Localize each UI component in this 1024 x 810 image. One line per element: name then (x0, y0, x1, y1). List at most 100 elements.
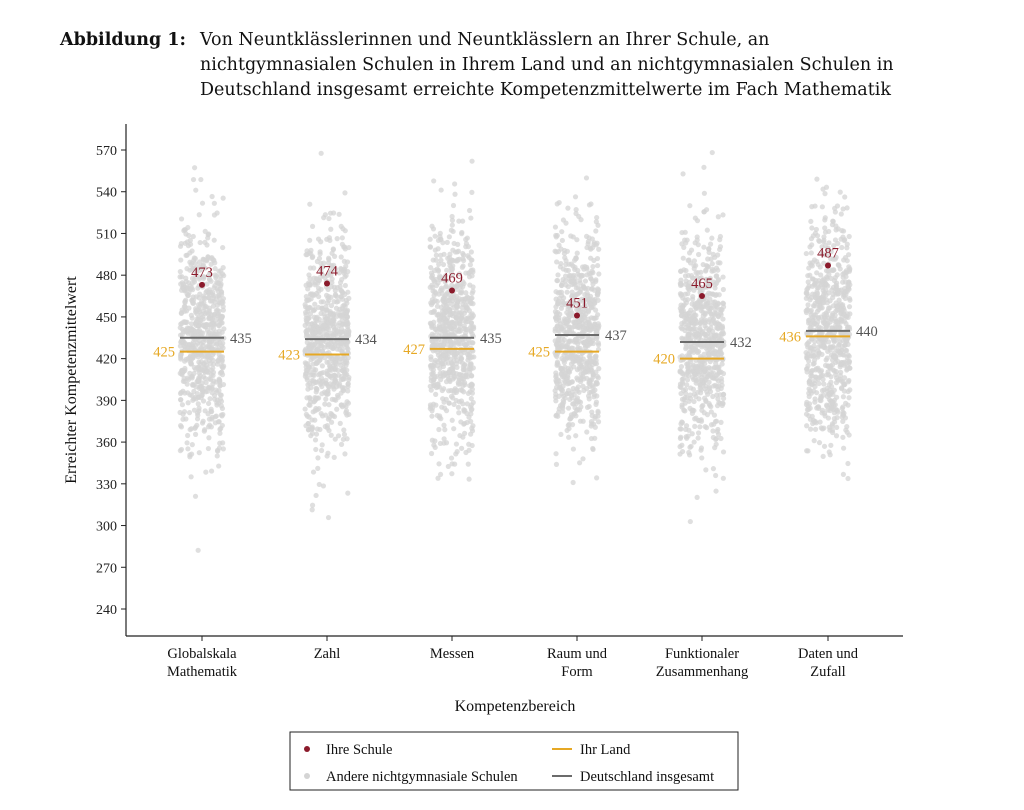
other-school-point (313, 389, 319, 395)
other-school-point (694, 274, 700, 280)
other-school-point (558, 431, 564, 438)
other-school-point (570, 479, 576, 486)
other-school-point (567, 396, 573, 403)
other-school-point (593, 369, 599, 375)
other-school-point (720, 331, 727, 337)
other-school-point (458, 355, 465, 362)
other-school-point (345, 381, 351, 387)
other-school-point (438, 377, 444, 383)
schule-label: 451 (566, 296, 588, 312)
legend-land-label: Ihr Land (580, 742, 631, 758)
other-school-point (846, 359, 852, 365)
other-school-point (710, 466, 717, 472)
other-school-point (460, 401, 466, 407)
other-school-point (821, 276, 827, 282)
other-school-point (689, 407, 695, 414)
other-school-point (334, 346, 340, 352)
other-school-point (185, 432, 191, 439)
other-school-point (846, 395, 852, 401)
other-school-point (443, 273, 449, 279)
other-school-point (209, 292, 215, 298)
other-school-point (324, 368, 330, 374)
other-school-point (307, 402, 313, 408)
other-school-point (331, 299, 337, 305)
other-school-point (305, 386, 311, 392)
other-school-point (716, 335, 723, 342)
other-school-point (332, 287, 338, 294)
other-school-point (832, 345, 838, 351)
other-school-point (701, 164, 707, 170)
other-school-point (574, 237, 580, 243)
other-school-point (312, 341, 318, 347)
other-school-point (449, 471, 455, 477)
other-school-point (702, 323, 708, 329)
other-school-point (679, 291, 685, 298)
other-school-point (468, 320, 474, 326)
other-school-point (468, 257, 474, 263)
other-school-point (581, 285, 587, 291)
other-school-point (844, 245, 850, 251)
other-school-point (190, 355, 196, 361)
other-school-point (834, 272, 840, 278)
other-school-point (560, 217, 567, 223)
land-label: 425 (528, 345, 550, 361)
other-school-point (707, 296, 713, 302)
other-school-point (812, 300, 818, 306)
other-school-point (811, 357, 818, 363)
other-school-point (328, 432, 334, 438)
other-school-point (814, 270, 820, 276)
other-school-point (341, 431, 348, 438)
other-school-point (829, 423, 835, 429)
other-school-point (454, 303, 461, 309)
other-school-point (441, 341, 447, 347)
other-school-point (713, 273, 719, 279)
other-school-point (809, 225, 815, 231)
other-school-point (703, 268, 709, 274)
other-school-point (584, 264, 590, 270)
other-school-point (203, 380, 209, 386)
other-school-point (821, 260, 827, 266)
y-tick-label: 270 (96, 561, 117, 576)
other-school-point (552, 388, 558, 394)
other-school-point (435, 475, 441, 481)
other-school-point (436, 315, 443, 321)
other-school-point (318, 150, 324, 156)
other-school-point (465, 461, 471, 467)
other-school-point (822, 225, 828, 231)
other-school-point (847, 297, 853, 303)
other-school-point (687, 336, 694, 342)
other-school-point (329, 396, 335, 402)
y-tick-label: 360 (96, 436, 117, 451)
other-school-point (700, 328, 706, 334)
other-school-point (220, 195, 226, 201)
other-school-point (692, 375, 698, 382)
other-school-point (468, 402, 475, 408)
other-school-point (573, 256, 579, 262)
other-school-point (713, 472, 719, 479)
other-school-point (697, 424, 703, 430)
other-school-point (582, 278, 589, 284)
other-school-point (594, 291, 600, 298)
other-school-point (323, 377, 329, 383)
other-school-point (699, 407, 705, 413)
other-school-point (338, 266, 345, 272)
other-school-point (570, 345, 576, 351)
other-school-point (338, 441, 345, 447)
other-school-point (468, 268, 474, 274)
other-school-point (814, 308, 820, 315)
other-school-point (188, 326, 195, 332)
other-school-point (840, 434, 846, 440)
other-school-point (584, 290, 590, 296)
schule-point (574, 312, 580, 319)
other-school-point (699, 344, 705, 350)
other-school-point (453, 309, 460, 315)
other-school-point (819, 204, 825, 210)
other-school-point (193, 321, 199, 327)
other-school-point (840, 279, 846, 285)
other-school-point (319, 305, 325, 311)
other-school-point (345, 346, 351, 352)
legend-schule-icon (304, 746, 310, 752)
other-school-point (696, 279, 702, 285)
other-school-point (344, 436, 350, 442)
other-school-point (428, 264, 434, 271)
